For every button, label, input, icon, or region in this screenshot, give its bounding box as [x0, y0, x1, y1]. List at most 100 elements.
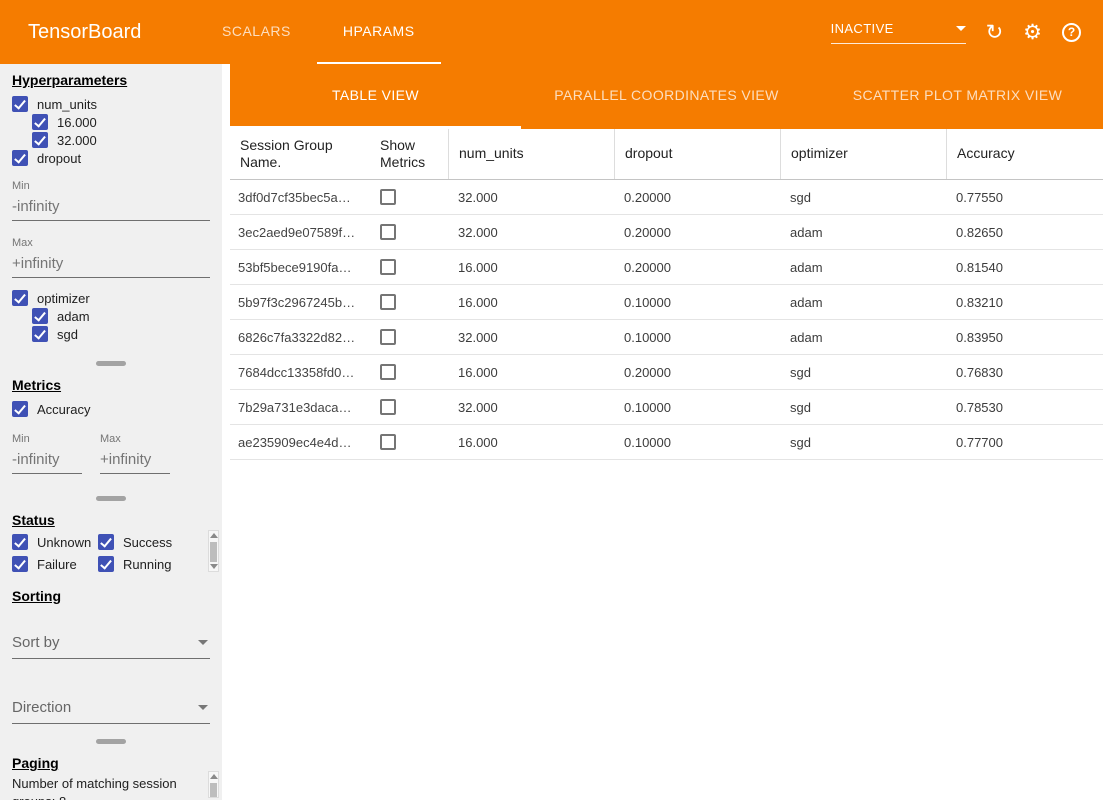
session-group-name: 6826c7fa3322d82… [238, 330, 378, 345]
dropout-max-label: Max [12, 237, 210, 249]
session-group-name: 3df0d7cf35bec5a… [238, 190, 378, 205]
num-units-value: 32.000 [448, 330, 614, 345]
tab-hparams[interactable]: HPARAMS [317, 0, 441, 64]
show-metrics-cell [378, 399, 448, 415]
checkbox-icon[interactable] [32, 308, 48, 324]
show-metrics-cell [378, 259, 448, 275]
checkbox-icon[interactable] [12, 290, 28, 306]
hparam-value-adam[interactable]: adam [32, 308, 210, 324]
hparam-value-16[interactable]: 16.000 [32, 114, 210, 130]
num-units-value: 32.000 [448, 190, 614, 205]
col-optimizer[interactable]: optimizer [780, 129, 946, 179]
hparam-label: num_units [37, 97, 97, 112]
col-dropout[interactable]: dropout [614, 129, 780, 179]
sort-by-dropdown[interactable]: Sort by [12, 630, 210, 659]
col-accuracy[interactable]: Accuracy [946, 129, 1103, 179]
refresh-icon[interactable]: ↻ [986, 22, 1004, 43]
checkbox-icon[interactable] [12, 556, 28, 572]
hparam-value-label: sgd [57, 327, 78, 342]
resize-handle[interactable] [96, 496, 126, 501]
col-show-metrics[interactable]: Show Metrics [378, 131, 448, 178]
checkbox-icon[interactable] [32, 132, 48, 148]
resize-handle[interactable] [96, 739, 126, 744]
direction-dropdown[interactable]: Direction [12, 695, 210, 724]
table-row[interactable]: 3ec2aed9e07589f… 32.000 0.20000 adam 0.8… [230, 215, 1103, 250]
status-label: Running [123, 557, 171, 572]
hparam-dropout[interactable]: dropout [12, 150, 210, 166]
tab-scatter-plot-matrix-view[interactable]: SCATTER PLOT MATRIX VIEW [812, 64, 1103, 129]
metric-min-input[interactable]: -infinity [12, 445, 82, 474]
metric-accuracy[interactable]: Accuracy [12, 401, 210, 417]
session-group-name: 3ec2aed9e07589f… [238, 225, 378, 240]
show-metrics-checkbox[interactable] [380, 224, 396, 240]
optimizer-value: adam [780, 225, 946, 240]
show-metrics-checkbox[interactable] [380, 434, 396, 450]
status-success[interactable]: Success [98, 534, 188, 550]
show-metrics-cell [378, 364, 448, 380]
show-metrics-checkbox[interactable] [380, 189, 396, 205]
tab-table-view[interactable]: TABLE VIEW [230, 64, 521, 129]
checkbox-icon[interactable] [32, 326, 48, 342]
table-row[interactable]: ae235909ec4e4d… 16.000 0.10000 sgd 0.777… [230, 425, 1103, 460]
sort-by-value: Sort by [12, 634, 60, 651]
optimizer-value: adam [780, 330, 946, 345]
hparam-num-units[interactable]: num_units [12, 96, 210, 112]
dropout-value: 0.20000 [614, 225, 780, 240]
checkbox-icon[interactable] [32, 114, 48, 130]
metric-max-input[interactable]: +infinity [100, 445, 170, 474]
scroll-down-icon[interactable] [210, 564, 218, 569]
show-metrics-checkbox[interactable] [380, 294, 396, 310]
show-metrics-checkbox[interactable] [380, 329, 396, 345]
hparam-value-sgd[interactable]: sgd [32, 326, 210, 342]
status-running[interactable]: Running [98, 556, 188, 572]
status-scrollbar[interactable] [208, 530, 219, 572]
checkbox-icon[interactable] [12, 534, 28, 550]
checkbox-icon[interactable] [12, 401, 28, 417]
col-session-group-name[interactable]: Session Group Name. [238, 131, 378, 178]
table-row[interactable]: 6826c7fa3322d82… 32.000 0.10000 adam 0.8… [230, 320, 1103, 355]
reload-status-value: INACTIVE [831, 21, 894, 36]
table-row[interactable]: 7b29a731e3daca… 32.000 0.10000 sgd 0.785… [230, 390, 1103, 425]
table-row[interactable]: 7684dcc13358fd0… 16.000 0.20000 sgd 0.76… [230, 355, 1103, 390]
hparam-label: dropout [37, 151, 81, 166]
help-icon[interactable]: ? [1062, 23, 1081, 42]
tab-scalars[interactable]: SCALARS [196, 0, 317, 64]
paging-scrollbar[interactable] [208, 771, 219, 798]
accuracy-value: 0.82650 [946, 225, 1103, 240]
resize-handle[interactable] [96, 361, 126, 366]
status-failure[interactable]: Failure [12, 556, 98, 572]
scroll-up-icon[interactable] [210, 533, 218, 538]
dropout-min-input[interactable]: -infinity [12, 192, 210, 221]
settings-icon[interactable]: ⚙ [1023, 22, 1042, 43]
show-metrics-checkbox[interactable] [380, 399, 396, 415]
dropout-value: 0.10000 [614, 400, 780, 415]
show-metrics-checkbox[interactable] [380, 259, 396, 275]
scroll-up-icon[interactable] [210, 774, 218, 779]
status-unknown[interactable]: Unknown [12, 534, 98, 550]
table-row[interactable]: 53bf5bece9190fa… 16.000 0.20000 adam 0.8… [230, 250, 1103, 285]
scroll-thumb[interactable] [210, 542, 217, 562]
dropout-max-input[interactable]: +infinity [12, 249, 210, 278]
reload-status-dropdown[interactable]: INACTIVE [831, 21, 966, 44]
checkbox-icon[interactable] [12, 150, 28, 166]
table-row[interactable]: 3df0d7cf35bec5a… 32.000 0.20000 sgd 0.77… [230, 180, 1103, 215]
num-units-value: 16.000 [448, 260, 614, 275]
show-metrics-checkbox[interactable] [380, 364, 396, 380]
top-tabs: SCALARS HPARAMS [196, 0, 441, 64]
col-num-units[interactable]: num_units [448, 129, 614, 179]
checkbox-icon[interactable] [12, 96, 28, 112]
hparam-value-32[interactable]: 32.000 [32, 132, 210, 148]
show-metrics-cell [378, 224, 448, 240]
status-label: Success [123, 535, 172, 550]
tab-parallel-coordinates-view[interactable]: PARALLEL COORDINATES VIEW [521, 64, 812, 129]
hparam-value-label: adam [57, 309, 90, 324]
hparam-optimizer[interactable]: optimizer [12, 290, 210, 306]
session-group-name: 7684dcc13358fd0… [238, 365, 378, 380]
scroll-thumb[interactable] [210, 783, 217, 797]
table-row[interactable]: 5b97f3c2967245b… 16.000 0.10000 adam 0.8… [230, 285, 1103, 320]
metrics-section: Metrics Accuracy Min -infinity Max +infi… [0, 369, 222, 493]
show-metrics-cell [378, 189, 448, 205]
checkbox-icon[interactable] [98, 556, 114, 572]
checkbox-icon[interactable] [98, 534, 114, 550]
num-units-value: 16.000 [448, 295, 614, 310]
